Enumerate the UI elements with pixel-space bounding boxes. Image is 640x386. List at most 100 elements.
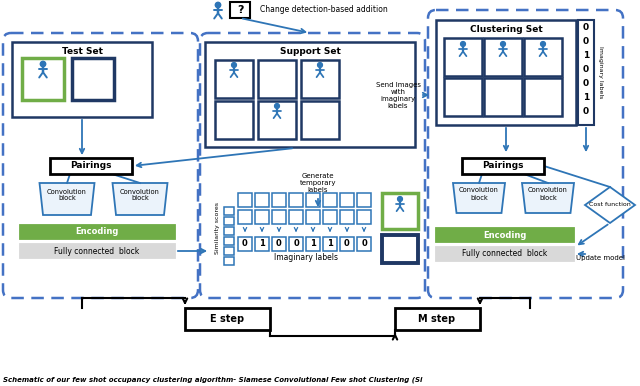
FancyBboxPatch shape (306, 237, 320, 251)
FancyBboxPatch shape (224, 207, 234, 215)
FancyBboxPatch shape (524, 38, 562, 76)
FancyBboxPatch shape (224, 247, 234, 255)
FancyBboxPatch shape (436, 228, 574, 242)
Text: 0: 0 (583, 107, 589, 117)
Text: 1: 1 (583, 51, 589, 61)
Text: Encoding: Encoding (76, 227, 118, 237)
FancyBboxPatch shape (22, 58, 64, 100)
Text: 0: 0 (344, 239, 350, 249)
Text: 1: 1 (327, 239, 333, 249)
Text: Convolution
block: Convolution block (459, 188, 499, 200)
FancyBboxPatch shape (224, 227, 234, 235)
FancyBboxPatch shape (215, 60, 253, 98)
FancyBboxPatch shape (301, 60, 339, 98)
FancyBboxPatch shape (524, 78, 562, 116)
Text: Similarity scores: Similarity scores (216, 202, 221, 254)
FancyBboxPatch shape (272, 193, 286, 207)
Text: M step: M step (419, 314, 456, 324)
FancyBboxPatch shape (224, 237, 234, 245)
Circle shape (541, 42, 545, 46)
Text: Test Set: Test Set (61, 46, 102, 56)
FancyBboxPatch shape (323, 210, 337, 224)
FancyBboxPatch shape (395, 308, 480, 330)
FancyBboxPatch shape (12, 42, 152, 117)
Text: Imaginary labels: Imaginary labels (598, 46, 602, 98)
Text: Imaginary labels: Imaginary labels (274, 254, 338, 262)
Circle shape (215, 2, 221, 8)
Text: Convolution
block: Convolution block (47, 188, 87, 201)
Text: E step: E step (210, 314, 244, 324)
Text: Convolution
block: Convolution block (528, 188, 568, 200)
FancyBboxPatch shape (238, 237, 252, 251)
Polygon shape (585, 187, 635, 223)
FancyBboxPatch shape (357, 193, 371, 207)
Text: 0: 0 (361, 239, 367, 249)
FancyBboxPatch shape (578, 20, 594, 125)
Text: Convolution
block: Convolution block (120, 188, 160, 201)
FancyBboxPatch shape (444, 78, 482, 116)
FancyBboxPatch shape (436, 247, 574, 261)
Text: Cost function: Cost function (589, 203, 631, 208)
Polygon shape (522, 183, 574, 213)
Text: Send Images
with
imaginary
labels: Send Images with imaginary labels (376, 81, 420, 108)
FancyBboxPatch shape (272, 237, 286, 251)
FancyBboxPatch shape (340, 210, 354, 224)
FancyBboxPatch shape (357, 237, 371, 251)
FancyBboxPatch shape (484, 78, 522, 116)
FancyBboxPatch shape (255, 193, 269, 207)
FancyBboxPatch shape (215, 101, 253, 139)
FancyBboxPatch shape (340, 193, 354, 207)
FancyBboxPatch shape (340, 237, 354, 251)
Polygon shape (40, 183, 95, 215)
FancyBboxPatch shape (323, 237, 337, 251)
Text: Change detection-based addition: Change detection-based addition (260, 5, 388, 14)
FancyBboxPatch shape (323, 193, 337, 207)
Polygon shape (453, 183, 505, 213)
FancyBboxPatch shape (50, 158, 132, 174)
FancyBboxPatch shape (382, 193, 418, 229)
Text: Fully connected  block: Fully connected block (462, 249, 548, 259)
Text: 0: 0 (583, 24, 589, 32)
Text: Encoding: Encoding (483, 230, 527, 239)
FancyBboxPatch shape (272, 210, 286, 224)
Text: 1: 1 (310, 239, 316, 249)
Text: Fully connected  block: Fully connected block (54, 247, 140, 256)
Text: 0: 0 (242, 239, 248, 249)
FancyBboxPatch shape (444, 38, 482, 76)
FancyBboxPatch shape (230, 2, 250, 18)
FancyBboxPatch shape (72, 58, 114, 100)
FancyBboxPatch shape (289, 210, 303, 224)
FancyBboxPatch shape (382, 235, 418, 263)
Text: Schematic of our few shot occupancy clustering algorithm- Siamese Convolutional : Schematic of our few shot occupancy clus… (3, 377, 422, 383)
Text: 0: 0 (293, 239, 299, 249)
Circle shape (500, 42, 506, 46)
Circle shape (40, 61, 45, 67)
FancyBboxPatch shape (301, 101, 339, 139)
FancyBboxPatch shape (306, 210, 320, 224)
FancyBboxPatch shape (238, 193, 252, 207)
Circle shape (397, 196, 403, 201)
Text: Clustering Set: Clustering Set (470, 25, 542, 34)
FancyBboxPatch shape (436, 20, 576, 125)
Circle shape (461, 42, 465, 46)
Text: Update model: Update model (575, 255, 625, 261)
Text: 1: 1 (583, 93, 589, 103)
Text: 0: 0 (583, 66, 589, 74)
FancyBboxPatch shape (357, 210, 371, 224)
FancyBboxPatch shape (289, 193, 303, 207)
Text: Generate
temporary
labels: Generate temporary labels (300, 173, 336, 193)
FancyBboxPatch shape (20, 225, 175, 239)
Circle shape (275, 103, 280, 108)
FancyBboxPatch shape (289, 237, 303, 251)
Text: ?: ? (237, 5, 243, 15)
FancyBboxPatch shape (258, 101, 296, 139)
Text: Pairings: Pairings (70, 161, 112, 171)
Text: 0: 0 (583, 37, 589, 46)
Circle shape (317, 63, 323, 68)
FancyBboxPatch shape (238, 210, 252, 224)
Text: 1: 1 (259, 239, 265, 249)
Polygon shape (113, 183, 168, 215)
Text: 0: 0 (583, 80, 589, 88)
FancyBboxPatch shape (258, 60, 296, 98)
FancyBboxPatch shape (185, 308, 270, 330)
